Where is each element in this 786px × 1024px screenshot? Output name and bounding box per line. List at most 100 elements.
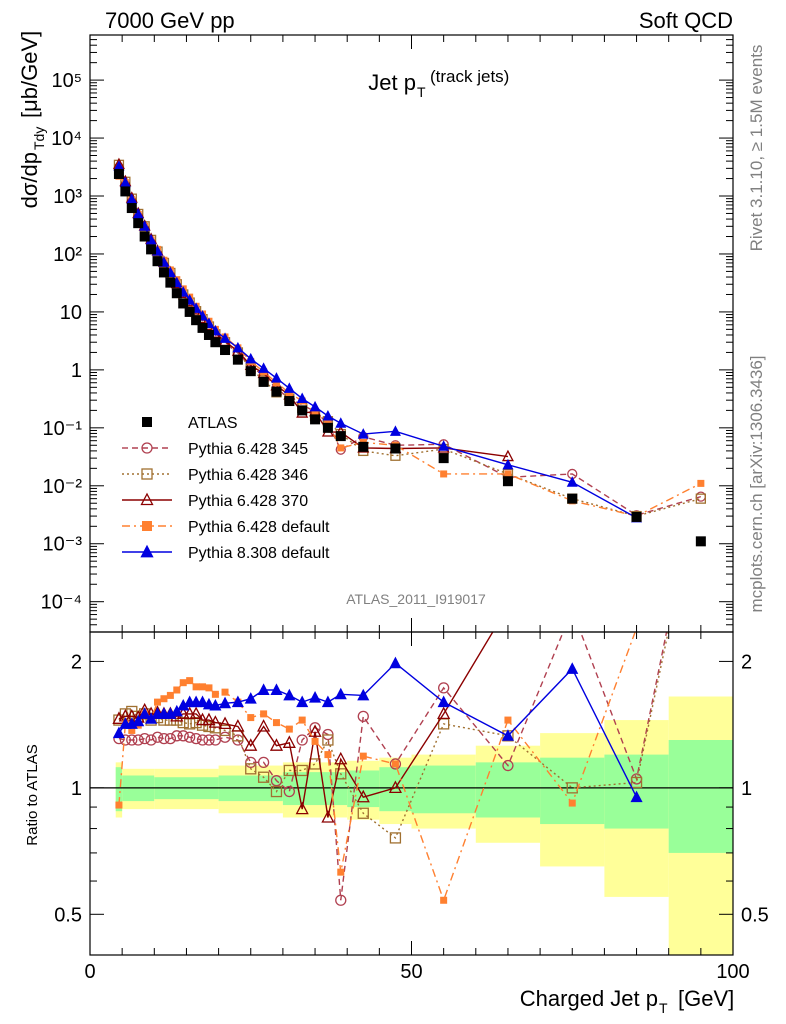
main-point-atlas	[139, 231, 150, 242]
main-point-p8def	[258, 362, 270, 373]
ratio-point-p8def	[630, 790, 643, 803]
ratio-point-p370	[282, 735, 296, 748]
ratio-point-p370	[231, 719, 245, 732]
ratio-point-p8def	[209, 698, 222, 711]
band-inner	[540, 757, 605, 825]
ratio-y-tick-label-right: 0.5	[741, 904, 769, 926]
ratio-point-p345	[190, 732, 202, 745]
ratio-data-layer	[112, 459, 706, 906]
main-point-p6def	[440, 470, 448, 478]
legend-label-p6def: Pythia 6.428 default	[188, 519, 330, 536]
main-point-atlas	[210, 337, 221, 348]
ratio-point-p345	[151, 731, 164, 743]
ratio-point-p6def	[128, 726, 136, 734]
main-point-atlas	[297, 405, 308, 416]
ratio-point-p346	[219, 724, 231, 737]
x-axis-label: Charged Jet p	[520, 986, 658, 1011]
main-point-p8def	[139, 220, 151, 231]
main-point-p8def	[502, 458, 514, 470]
main-point-atlas	[152, 256, 163, 267]
main-point-atlas	[113, 168, 124, 179]
ratio-axes: 0.5 0.5 1 1 2 2 0 50 100	[54, 631, 769, 983]
ratio-point-p345	[132, 734, 144, 746]
ratio-point-p346	[357, 807, 369, 819]
ratio-point-p8def	[196, 695, 209, 708]
ratio-point-p6def	[337, 868, 345, 876]
legend-label-p346: Pythia 6.428 346	[188, 467, 308, 484]
ratio-point-p346	[296, 764, 308, 777]
ratio-point-p8def	[145, 712, 158, 724]
ratio-point-p6def	[160, 695, 168, 703]
ratio-point-p6def	[298, 716, 306, 724]
legend-marker-p370	[140, 492, 154, 506]
ratio-point-p6def	[504, 716, 512, 724]
main-point-p8def	[335, 417, 347, 428]
analysis-id: ATLAS_2011_I919017	[346, 591, 486, 607]
main-y-tick-label: 10	[60, 302, 82, 324]
main-point-atlas	[220, 345, 231, 356]
ratio-point-p370	[334, 751, 348, 765]
y-axis-subscript: Tdy	[31, 127, 47, 150]
ratio-point-p6def	[221, 688, 229, 696]
ratio-point-p346	[322, 734, 334, 746]
ratio-point-p6def	[272, 719, 280, 727]
ratio-point-p345	[389, 758, 402, 770]
ratio-point-p6def	[154, 698, 162, 706]
main-y-tick-label: 10⁻¹	[43, 418, 83, 440]
main-point-atlas	[197, 322, 208, 333]
ratio-point-p8def	[257, 683, 270, 695]
ratio-point-p345	[335, 894, 347, 906]
main-point-p6def	[285, 389, 293, 397]
main-point-p6def	[272, 379, 280, 387]
ratio-point-p8def	[231, 695, 244, 708]
main-point-p8def	[309, 400, 321, 412]
main-point-p8def	[232, 341, 244, 353]
main-y-tick-label: 10⁵	[51, 70, 82, 92]
legend-marker-p6def	[142, 521, 152, 531]
main-point-p8def	[357, 428, 369, 439]
main-point-atlas	[271, 386, 282, 397]
main-y-tick-label: 10⁻²	[43, 476, 83, 498]
main-line-p8def	[118, 166, 637, 519]
y-axis-title: dσ/dp Tdy [μb/GeV]	[17, 31, 47, 209]
ratio-point-p8def	[170, 704, 183, 717]
ratio-y-tick-label-right: 2	[741, 651, 752, 673]
ratio-point-p8def	[138, 707, 151, 719]
ratio-point-p8def	[501, 729, 514, 741]
ratio-y-tick-label: 0.5	[54, 904, 82, 926]
ratio-point-p345	[139, 732, 151, 745]
main-point-p346	[695, 493, 706, 504]
ratio-point-p370	[218, 716, 232, 730]
ratio-point-p8def	[218, 696, 232, 709]
main-point-atlas	[438, 453, 449, 464]
ratio-point-p370	[183, 706, 197, 720]
ratio-point-p370	[295, 801, 309, 815]
main-point-p8def	[566, 476, 578, 487]
main-point-atlas	[191, 315, 202, 326]
main-point-p8def	[145, 233, 157, 245]
main-point-atlas	[358, 441, 369, 452]
band-inner	[411, 765, 476, 814]
ratio-point-p346	[389, 832, 402, 844]
mcplots-label: mcplots.cern.ch [arXiv:1306.3436]	[747, 355, 766, 612]
ratio-point-p346	[257, 771, 270, 783]
legend-marker-p346	[141, 468, 153, 480]
ratio-point-p6def	[179, 679, 187, 687]
ratio-point-p345	[696, 459, 706, 469]
ratio-point-p370	[388, 780, 402, 794]
ratio-point-p8def	[334, 687, 347, 700]
ratio-point-p370	[502, 601, 513, 612]
main-point-p8def	[296, 392, 308, 404]
ratio-point-p370	[189, 706, 203, 720]
ratio-point-p345	[203, 734, 215, 746]
legend-marker-p345	[141, 442, 153, 454]
main-line-p6def	[118, 175, 702, 517]
ratio-point-p8def	[270, 683, 283, 695]
legend-label-p370: Pythia 6.428 370	[188, 493, 308, 510]
ratio-point-p345	[502, 759, 514, 772]
ratio-point-p345	[177, 730, 189, 742]
ratio-point-p370	[202, 712, 216, 726]
main-point-p8def	[245, 352, 257, 364]
ratio-point-p370	[195, 712, 210, 726]
